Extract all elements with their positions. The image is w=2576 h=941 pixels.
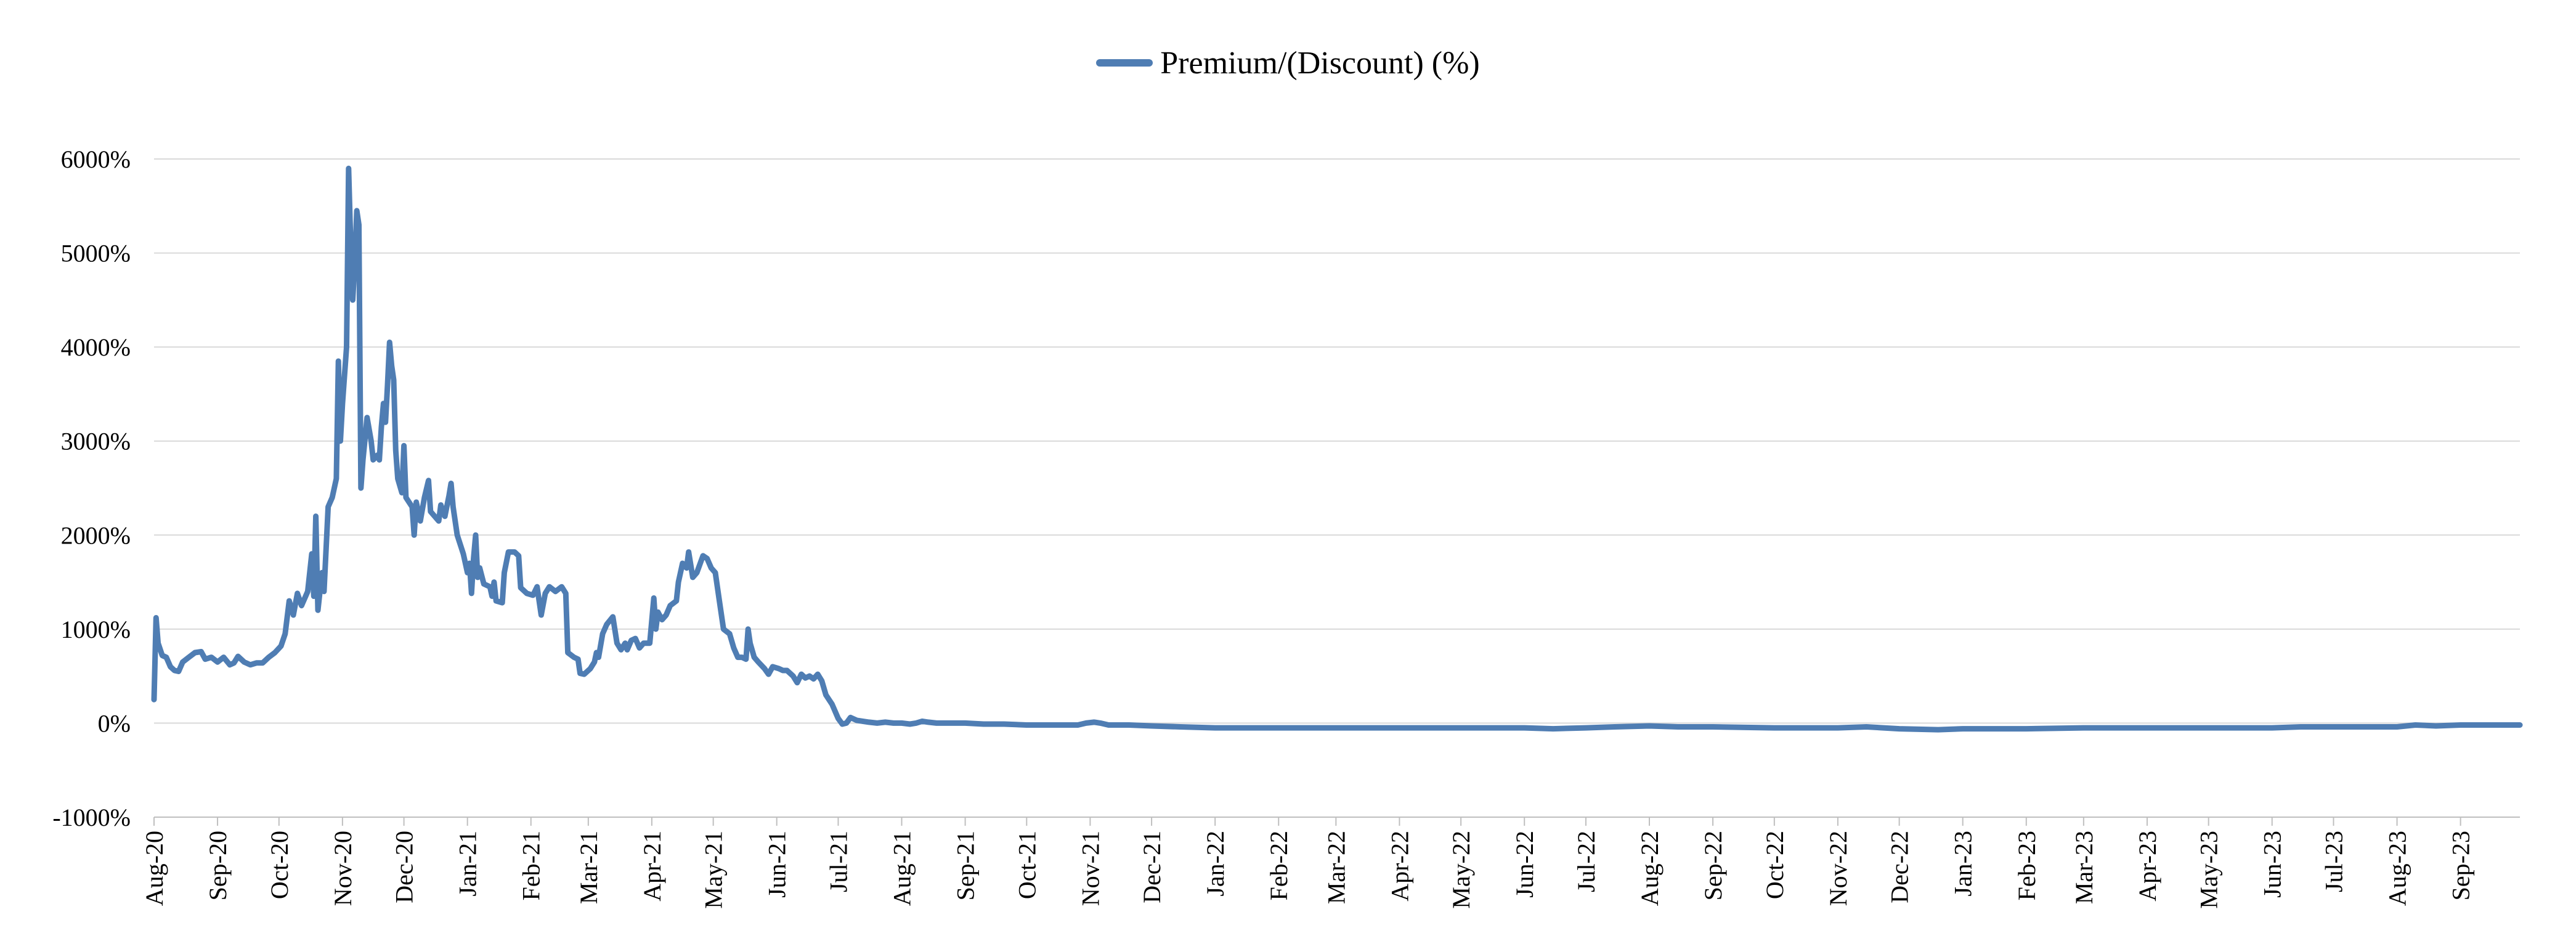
x-tick-label: Jul-23 (2320, 831, 2347, 892)
x-axis: Aug-20 Sep-20 Oct-20 Nov-20 Dec-20 Jan-21 Feb-… (140, 817, 2520, 909)
x-tick-label: Dec-21 (1138, 831, 1166, 903)
series-line (151, 165, 2523, 733)
x-tick-label: Nov-22 (1824, 831, 1852, 906)
y-tick-label: -1000% (52, 804, 131, 831)
x-tick-label: Oct-22 (1761, 831, 1789, 899)
y-tick-label: 4000% (61, 333, 131, 361)
x-tick-label: Jan-21 (454, 831, 482, 897)
x-tick-label: Mar-21 (575, 831, 603, 904)
x-tick-label: Oct-20 (266, 831, 293, 899)
x-tick-label: Aug-23 (2384, 831, 2411, 906)
x-tick-label: Jun-21 (763, 831, 791, 898)
x-tick-label: Feb-21 (518, 831, 545, 900)
x-tick-label: Sep-20 (204, 831, 232, 900)
x-tick-label: May-22 (1447, 831, 1475, 909)
x-tick-label: Apr-22 (1386, 831, 1413, 902)
x-tick-label: Sep-21 (952, 831, 980, 900)
x-tick-label: Sep-23 (2447, 831, 2475, 900)
x-tick-label: Apr-23 (2134, 831, 2161, 902)
x-tick-label: Jul-21 (824, 831, 852, 892)
legend: Premium/(Discount) (%) (0, 38, 2576, 88)
y-tick-label: 2000% (61, 521, 131, 549)
y-tick-label: 5000% (61, 240, 131, 267)
x-tick-label: Jul-22 (1572, 831, 1600, 892)
x-tick-label: Jun-23 (2259, 831, 2286, 898)
x-tick-label: May-21 (700, 831, 728, 909)
x-tick-label: Jan-23 (1949, 831, 1977, 897)
y-tick-label: 0% (98, 709, 131, 737)
y-tick-label: 1000% (61, 616, 131, 643)
x-tick-label: Aug-20 (140, 831, 168, 906)
x-tick-label: Sep-22 (1699, 831, 1727, 900)
x-tick-label: Feb-23 (2013, 831, 2041, 900)
x-tick-label: Mar-23 (2070, 831, 2098, 904)
y-axis: -1000% 0% 1000% 2000% 3000% 4000% 5000% 6000% (52, 145, 131, 831)
legend-swatch (1096, 59, 1153, 67)
x-tick-label: Nov-20 (329, 831, 357, 906)
x-tick-label: Feb-22 (1265, 831, 1293, 900)
x-tick-label: Nov-21 (1076, 831, 1104, 906)
y-tick-label: 6000% (61, 145, 131, 173)
x-tick-label: Jun-22 (1511, 831, 1538, 898)
x-tick-label: Jan-22 (1201, 831, 1229, 897)
x-tick-label: Aug-22 (1636, 831, 1664, 906)
series-layer (151, 165, 2523, 733)
x-tick-label: Apr-21 (638, 831, 666, 902)
x-tick-label: Dec-20 (391, 831, 418, 903)
x-tick-label: Dec-22 (1886, 831, 1914, 903)
gridlines (154, 158, 2520, 818)
y-tick-label: 3000% (61, 428, 131, 455)
x-tick-label: Aug-21 (888, 831, 916, 906)
legend-label: Premium/(Discount) (%) (1160, 45, 1480, 81)
x-tick-label: Mar-22 (1322, 831, 1350, 904)
x-tick-label: May-23 (2195, 831, 2223, 909)
x-tick-label: Oct-21 (1013, 831, 1041, 899)
